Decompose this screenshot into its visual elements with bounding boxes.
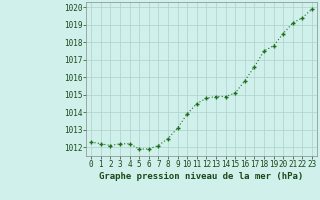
X-axis label: Graphe pression niveau de la mer (hPa): Graphe pression niveau de la mer (hPa): [100, 172, 304, 181]
